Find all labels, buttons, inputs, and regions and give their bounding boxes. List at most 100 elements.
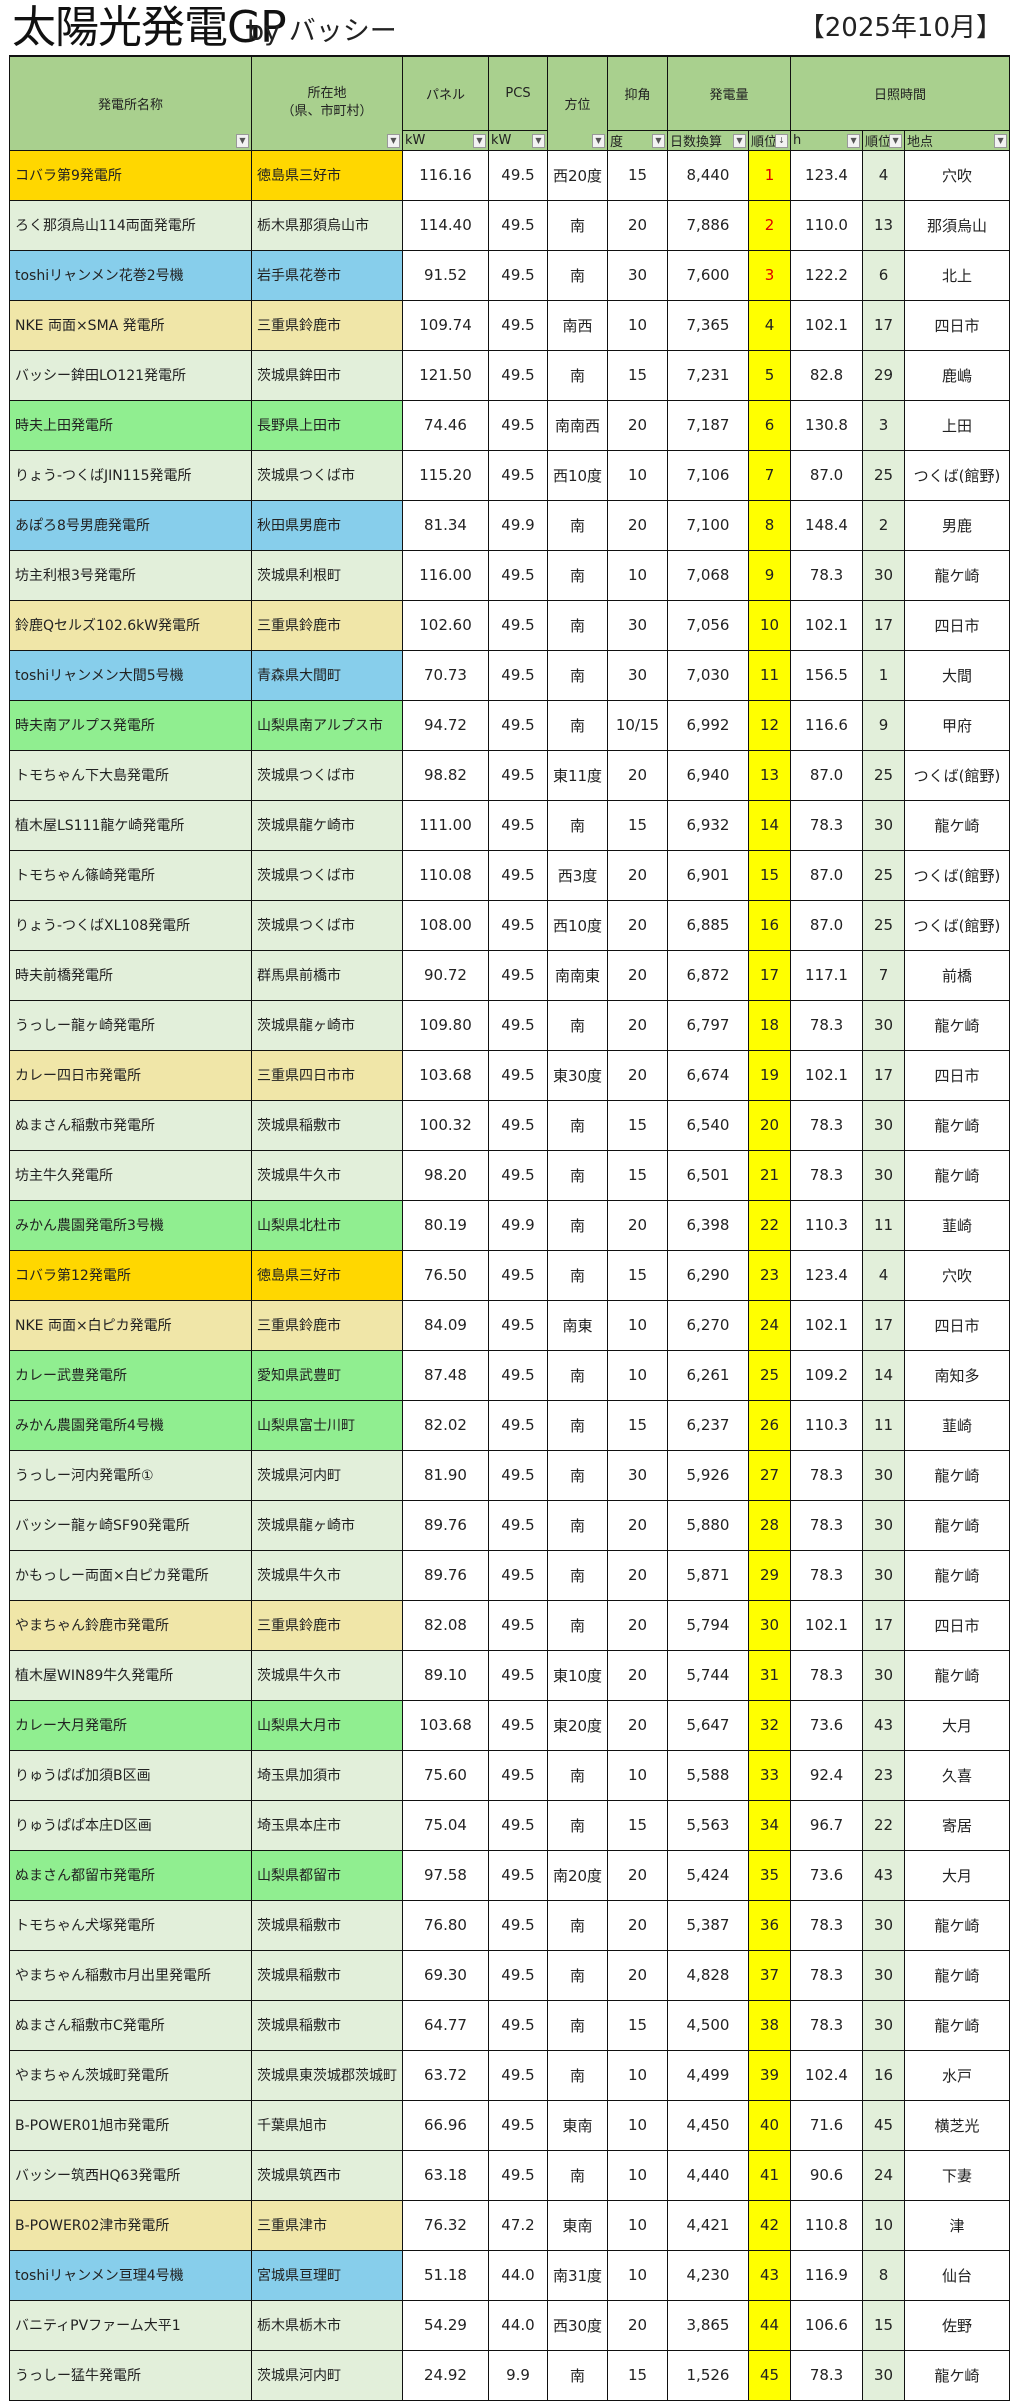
pcs-kw-cell[interactable]: 49.5	[488, 649, 548, 701]
tilt-cell[interactable]: 15	[607, 1149, 668, 1201]
generation-cell[interactable]: 5,926	[667, 1449, 749, 1501]
name-cell[interactable]: カレー四日市発電所	[9, 1049, 252, 1101]
sunshine-hours-cell[interactable]: 117.1	[790, 949, 864, 1001]
sunshine-hours-cell[interactable]: 73.6	[790, 1699, 864, 1751]
sunshine-hours-cell[interactable]: 78.3	[790, 1099, 864, 1151]
direction-cell[interactable]: 西10度	[547, 899, 608, 951]
tilt-cell[interactable]: 20	[607, 499, 668, 551]
direction-cell[interactable]: 東南	[547, 2099, 608, 2151]
sunshine-hours-cell[interactable]: 78.3	[790, 2349, 864, 2401]
location-cell[interactable]: 三重県津市	[251, 2199, 403, 2251]
filter-dropdown-icon[interactable]: ▼	[889, 133, 903, 148]
sunshine-place-cell[interactable]: 四日市	[904, 1049, 1010, 1101]
direction-cell[interactable]: 西3度	[547, 849, 608, 901]
sunshine-place-cell[interactable]: 北上	[904, 249, 1010, 301]
pcs-kw-cell[interactable]: 49.5	[488, 1999, 548, 2051]
tilt-cell[interactable]: 10	[607, 2099, 668, 2151]
sunshine-hours-cell[interactable]: 148.4	[790, 499, 864, 551]
panel-kw-cell[interactable]: 103.68	[402, 1699, 489, 1751]
panel-kw-cell[interactable]: 63.18	[402, 2149, 489, 2201]
name-cell[interactable]: NKE 両面×SMA 発電所	[9, 299, 252, 351]
direction-cell[interactable]: 東30度	[547, 1049, 608, 1101]
panel-kw-cell[interactable]: 116.16	[402, 149, 489, 201]
sunshine-hours-cell[interactable]: 116.6	[790, 699, 864, 751]
generation-rank-cell[interactable]: 30	[747, 1599, 792, 1651]
pcs-kw-cell[interactable]: 49.5	[488, 349, 548, 401]
filter-dropdown-icon[interactable]: ▼	[994, 133, 1008, 148]
sunshine-place-cell[interactable]: 穴吹	[904, 149, 1010, 201]
generation-cell[interactable]: 6,270	[667, 1299, 749, 1351]
name-cell[interactable]: toshiリャンメン花巻2号機	[9, 249, 252, 301]
tilt-cell[interactable]: 20	[607, 399, 668, 451]
sunshine-rank-cell[interactable]: 30	[862, 1449, 906, 1501]
name-cell[interactable]: コバラ第9発電所	[9, 149, 252, 201]
location-cell[interactable]: 茨城県河内町	[251, 1449, 403, 1501]
panel-kw-cell[interactable]: 121.50	[402, 349, 489, 401]
sunshine-hours-cell[interactable]: 109.2	[790, 1349, 864, 1401]
name-cell[interactable]: トモちゃん下大島発電所	[9, 749, 252, 801]
direction-cell[interactable]: 西10度	[547, 449, 608, 501]
sunshine-place-cell[interactable]: 横芝光	[904, 2099, 1010, 2151]
tilt-cell[interactable]: 15	[607, 1399, 668, 1451]
direction-cell[interactable]: 南	[547, 1449, 608, 1501]
sunshine-place-cell[interactable]: 龍ケ崎	[904, 1999, 1010, 2051]
sunshine-rank-cell[interactable]: 30	[862, 2349, 906, 2401]
generation-rank-cell[interactable]: 29	[747, 1549, 792, 1601]
tilt-cell[interactable]: 30	[607, 249, 668, 301]
sunshine-rank-cell[interactable]: 14	[862, 1349, 906, 1401]
sunshine-place-cell[interactable]: 龍ケ崎	[904, 2349, 1010, 2401]
sunshine-place-cell[interactable]: 龍ケ崎	[904, 1899, 1010, 1951]
direction-cell[interactable]: 南	[547, 1499, 608, 1551]
sunshine-place-cell[interactable]: 大間	[904, 649, 1010, 701]
generation-cell[interactable]: 5,794	[667, 1599, 749, 1651]
sunshine-place-cell[interactable]: つくば(館野)	[904, 899, 1010, 951]
generation-rank-cell[interactable]: 43	[747, 2249, 792, 2301]
pcs-kw-cell[interactable]: 49.5	[488, 1299, 548, 1351]
sunshine-rank-cell[interactable]: 43	[862, 1849, 906, 1901]
generation-rank-cell[interactable]: 16	[747, 899, 792, 951]
direction-cell[interactable]: 南	[547, 1099, 608, 1151]
generation-cell[interactable]: 4,499	[667, 2049, 749, 2101]
filter-dropdown-icon[interactable]: ▼	[652, 133, 665, 148]
direction-cell[interactable]: 南	[547, 499, 608, 551]
name-cell[interactable]: ぬまさん都留市発電所	[9, 1849, 252, 1901]
sunshine-rank-cell[interactable]: 11	[862, 1399, 906, 1451]
sunshine-place-cell[interactable]: 龍ケ崎	[904, 1499, 1010, 1551]
panel-kw-cell[interactable]: 89.10	[402, 1649, 489, 1701]
generation-rank-cell[interactable]: 42	[747, 2199, 792, 2251]
pcs-kw-cell[interactable]: 49.5	[488, 149, 548, 201]
tilt-cell[interactable]: 20	[607, 999, 668, 1051]
generation-rank-cell[interactable]: 36	[747, 1899, 792, 1951]
filter-dropdown-icon[interactable]: ▼	[592, 133, 605, 148]
generation-rank-cell[interactable]: 4	[747, 299, 792, 351]
direction-cell[interactable]: 南	[547, 599, 608, 651]
location-cell[interactable]: 埼玉県本庄市	[251, 1799, 403, 1851]
pcs-kw-cell[interactable]: 49.5	[488, 1949, 548, 2001]
name-cell[interactable]: 坊主牛久発電所	[9, 1149, 252, 1201]
name-cell[interactable]: toshiリャンメン大間5号機	[9, 649, 252, 701]
location-cell[interactable]: 栃木県那須烏山市	[251, 199, 403, 251]
location-cell[interactable]: 岩手県花巻市	[251, 249, 403, 301]
generation-rank-cell[interactable]: 12	[747, 699, 792, 751]
pcs-kw-cell[interactable]: 49.5	[488, 1849, 548, 1901]
direction-cell[interactable]: 南	[547, 349, 608, 401]
tilt-cell[interactable]: 10	[607, 2049, 668, 2101]
generation-cell[interactable]: 4,230	[667, 2249, 749, 2301]
generation-cell[interactable]: 6,290	[667, 1249, 749, 1301]
name-cell[interactable]: やまちゃん稲敷市月出里発電所	[9, 1949, 252, 2001]
sunshine-hours-cell[interactable]: 156.5	[790, 649, 864, 701]
pcs-kw-cell[interactable]: 49.5	[488, 1049, 548, 1101]
sunshine-place-cell[interactable]: 下妻	[904, 2149, 1010, 2201]
location-cell[interactable]: 山梨県南アルプス市	[251, 699, 403, 751]
direction-cell[interactable]: 南西	[547, 299, 608, 351]
direction-cell[interactable]: 南東	[547, 1299, 608, 1351]
tilt-cell[interactable]: 30	[607, 649, 668, 701]
direction-cell[interactable]: 南	[547, 199, 608, 251]
generation-rank-cell[interactable]: 17	[747, 949, 792, 1001]
pcs-kw-cell[interactable]: 49.5	[488, 2099, 548, 2151]
generation-cell[interactable]: 6,992	[667, 699, 749, 751]
pcs-kw-cell[interactable]: 47.2	[488, 2199, 548, 2251]
name-cell[interactable]: トモちゃん犬塚発電所	[9, 1899, 252, 1951]
generation-cell[interactable]: 6,901	[667, 849, 749, 901]
sunshine-place-cell[interactable]: 南知多	[904, 1349, 1010, 1401]
